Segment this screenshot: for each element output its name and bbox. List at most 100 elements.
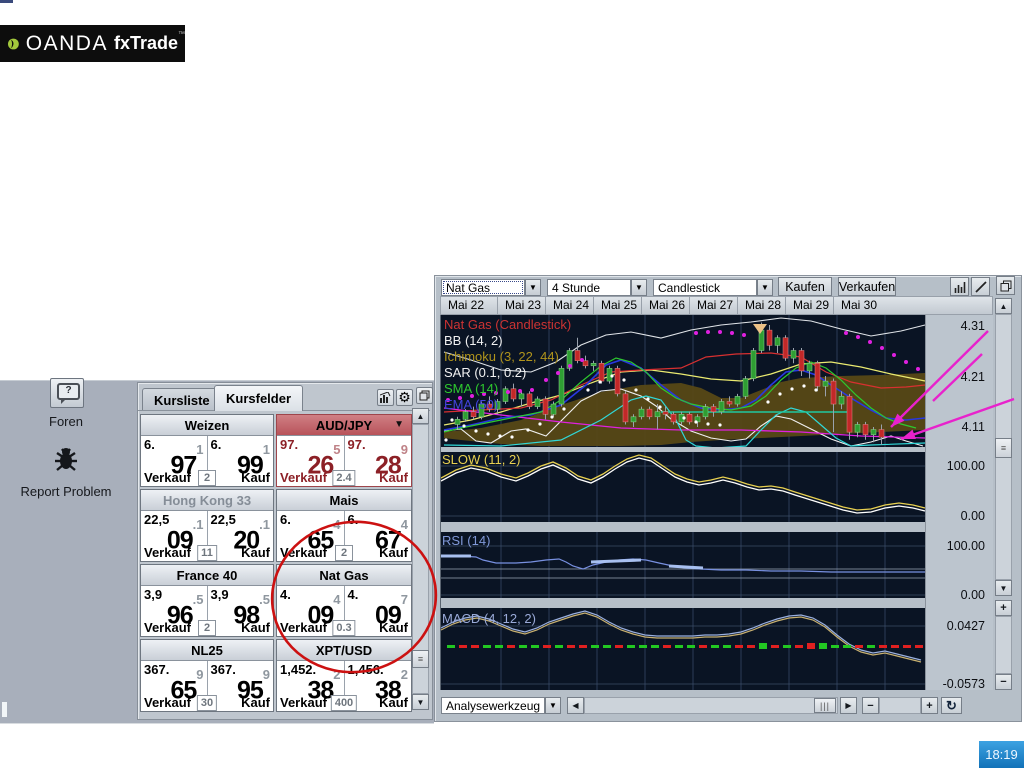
buy-price: 20.1	[233, 517, 270, 555]
buy-quote[interactable]: 97. 289 Kauf	[347, 437, 409, 485]
date-tick: Mai 30	[841, 298, 878, 312]
hscroll-left[interactable]: ◀	[567, 697, 584, 714]
spread-box: 30	[196, 695, 218, 711]
quote-tile-natgas: Nat Gas 4. 094 Verkauf 4. 097 Kauf 0.3	[276, 564, 412, 637]
hzoom-in-button[interactable]: +	[921, 697, 938, 714]
zoom-track[interactable]	[995, 616, 1012, 674]
hscroll-right[interactable]: ▶	[840, 697, 857, 714]
sell-quote[interactable]: 6. 971 Verkauf	[141, 436, 208, 486]
buy-button[interactable]: Kaufen	[778, 277, 832, 296]
buy-quote[interactable]: 6. 674 Kauf	[347, 512, 409, 560]
tile-header[interactable]: Nat Gas	[277, 565, 411, 586]
macd-tick: 0.0427	[946, 619, 985, 633]
tile-header[interactable]: Hong Kong 33	[141, 490, 273, 511]
indicator-bars-icon[interactable]	[950, 277, 969, 296]
buy-quote[interactable]: 367. 959 Kauf	[210, 662, 271, 710]
zoom-out-button[interactable]: −	[995, 674, 1012, 690]
date-tick: Mai 27	[690, 297, 738, 314]
buy-quote[interactable]: 6. 991 Kauf	[210, 437, 271, 485]
gear-icon[interactable]: ⚙	[396, 389, 413, 406]
macd-tick: -0.0573	[942, 677, 985, 691]
date-tick: Mai 22	[441, 297, 498, 314]
sell-price: 971	[170, 442, 204, 480]
analysis-tool-arrow[interactable]: ▼	[545, 697, 561, 714]
instrument-select[interactable]: Nat Gas	[441, 279, 525, 296]
quote-chart-icon[interactable]	[377, 389, 394, 406]
tab-kursfelder[interactable]: Kursfelder	[214, 385, 304, 411]
charttype-select-arrow[interactable]: ▼	[757, 279, 773, 296]
quote-tile-xptusd: XPT/USD 1,452. 382 Verkauf 1,456. 382 Ka…	[276, 639, 412, 712]
spread-box: 2.4	[332, 470, 356, 486]
refresh-icon[interactable]: ↻	[941, 697, 962, 714]
window-tick	[2, 702, 7, 717]
tab-kursliste[interactable]: Kursliste	[142, 388, 222, 411]
buy-quote[interactable]: 3,9 98.5 Kauf	[210, 587, 271, 635]
rsi-tick: 0.00	[960, 588, 985, 602]
quote-scroll-down[interactable]: ▼	[412, 694, 429, 710]
tile-header[interactable]: Mais	[277, 490, 411, 511]
spread-box: 2	[198, 470, 216, 486]
forum-label: Foren	[49, 414, 83, 429]
sell-button[interactable]: Verkaufen	[838, 277, 896, 296]
chart-glyph	[380, 392, 391, 403]
chart-scroll-handle[interactable]: ≡	[995, 438, 1012, 458]
sell-quote[interactable]: 22,5 09.1 Verkauf	[141, 511, 208, 561]
quote-tile-audjpy: AUD/JPY ▼ 97. 265 Verkauf 97. 289 Kauf 2.…	[276, 414, 412, 487]
granularity-select[interactable]: 4 Stunde	[547, 279, 631, 296]
forum-button[interactable]: ?	[50, 378, 84, 408]
price-tick: 4.21	[960, 370, 985, 384]
windows-glyph	[1000, 280, 1011, 291]
charttype-select[interactable]: Candlestick	[653, 279, 757, 296]
quote-tile-mais: Mais 6. 654 Verkauf 6. 674 Kauf 2	[276, 489, 412, 562]
corner-dash	[0, 0, 13, 3]
quote-scroll-up[interactable]: ▲	[412, 408, 429, 424]
sell-quote[interactable]: 3,9 96.5 Verkauf	[141, 586, 208, 636]
product-text: fxTrade	[113, 33, 178, 53]
analysis-tool-select[interactable]: Analysewerkzeug	[441, 697, 545, 714]
tile-header[interactable]: AUD/JPY ▼	[277, 415, 411, 436]
rsi-tick: 100.00	[946, 539, 985, 553]
date-tick: Mai 23	[498, 297, 546, 314]
candlestick-chart[interactable]	[440, 315, 926, 690]
buy-price: 959	[236, 667, 270, 705]
quote-tile-hongkong33: Hong Kong 33 22,5 09.1 Verkauf 22,5 20.1…	[140, 489, 274, 562]
buy-quote[interactable]: 22,5 20.1 Kauf	[210, 512, 271, 560]
instrument-select-arrow[interactable]: ▼	[525, 279, 541, 296]
instrument-menu-arrow[interactable]: ▼	[394, 419, 404, 430]
tile-header[interactable]: NL25	[141, 640, 273, 661]
hzoom-track[interactable]	[879, 697, 921, 714]
spread-box: 2	[335, 545, 353, 561]
hscroll-track[interactable]	[584, 697, 838, 714]
tile-header[interactable]: France 40	[141, 565, 273, 586]
windows-glyph	[419, 390, 430, 401]
detach-chart-icon[interactable]	[996, 276, 1015, 295]
quote-scroll-handle[interactable]: ≡	[412, 650, 429, 668]
oanda-logo-icon	[7, 38, 19, 49]
slow-tick: 100.00	[946, 459, 985, 473]
date-tick: Mai 25	[594, 297, 642, 314]
chart-scroll-down[interactable]: ▼	[995, 580, 1012, 596]
sell-quote[interactable]: 367. 659 Verkauf	[141, 661, 208, 711]
date-tick: Mai 26	[642, 297, 690, 314]
buy-price: 991	[236, 442, 270, 480]
spread-box: 400	[330, 695, 358, 711]
bug-icon[interactable]	[52, 444, 80, 474]
zoom-in-button[interactable]: +	[995, 600, 1012, 616]
spread-box: 0.3	[332, 620, 356, 636]
hscroll-handle[interactable]: |||	[814, 698, 836, 713]
tile-header[interactable]: Weizen	[141, 415, 273, 436]
sell-quote[interactable]: 97. 265 Verkauf	[277, 436, 345, 486]
price-tick: 4.31	[960, 319, 985, 333]
tile-header[interactable]: XPT/USD	[277, 640, 411, 661]
detach-window-icon[interactable]	[416, 387, 433, 404]
sell-price: 659	[170, 667, 204, 705]
hzoom-out-button[interactable]: −	[862, 697, 879, 714]
granularity-select-arrow[interactable]: ▼	[631, 279, 647, 296]
report-problem-label: Report Problem	[20, 484, 112, 499]
oanda-logo: OANDA fxTrade ™	[0, 25, 185, 62]
date-tick: Mai 24	[546, 297, 594, 314]
draw-line-icon[interactable]	[971, 277, 990, 296]
sell-price: 09.1	[166, 517, 204, 555]
chart-scroll-up[interactable]: ▲	[995, 298, 1012, 314]
